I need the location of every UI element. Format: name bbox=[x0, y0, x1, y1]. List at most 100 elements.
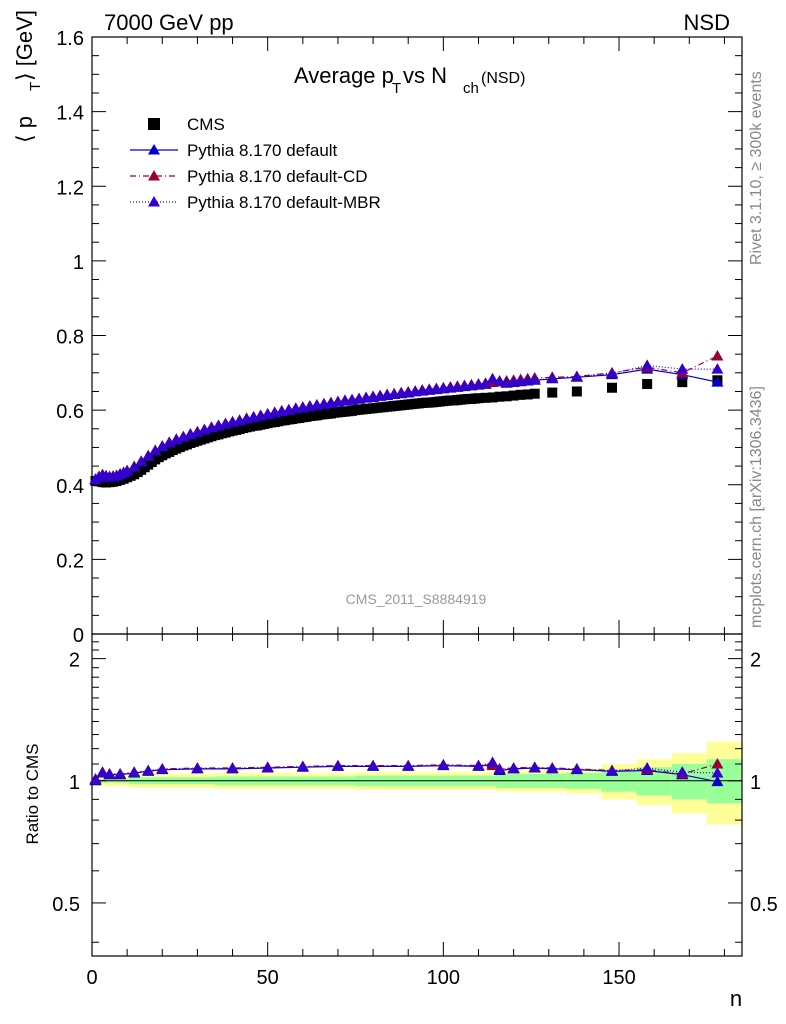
y-tick-label-lower: 1 bbox=[69, 772, 80, 794]
cms-point bbox=[677, 377, 688, 388]
ratio-point bbox=[296, 760, 309, 772]
series-3 bbox=[89, 359, 724, 485]
uncertainty-band-inner bbox=[671, 763, 707, 800]
legend-label: CMS bbox=[187, 115, 225, 134]
pythia-point bbox=[128, 460, 141, 472]
ratio-point bbox=[156, 763, 169, 774]
y-tick-label-upper: 0.2 bbox=[56, 550, 84, 572]
y-tick-label-lower: 2 bbox=[69, 650, 80, 672]
upper-plot-area: 0 0.2 0.4 0.6 0.8 1 1.2 1.4 1.6 bbox=[56, 28, 743, 647]
ylabel-sub: T bbox=[27, 82, 44, 91]
title-tail: (NSD) bbox=[481, 70, 525, 87]
y-tick-label-lower-right: 0.5 bbox=[750, 894, 778, 916]
cms-point bbox=[607, 382, 617, 393]
y-tick-label-upper: 0.4 bbox=[56, 476, 84, 498]
legend-entry: Pythia 8.170 default bbox=[130, 141, 338, 160]
x-tick-label: 50 bbox=[257, 967, 279, 989]
y-tick-label-upper: 1.2 bbox=[56, 177, 84, 199]
ratio-point bbox=[128, 766, 141, 778]
title-sub-t: T bbox=[392, 80, 401, 97]
cms-point bbox=[642, 379, 653, 390]
pythia-point bbox=[142, 450, 155, 461]
ratio-point bbox=[493, 763, 506, 775]
legend: CMS Pythia 8.170 default Pythia 8.170 defa… bbox=[130, 115, 381, 212]
y-tick-label-lower-right: 1 bbox=[750, 772, 761, 794]
ratio-point bbox=[191, 762, 204, 774]
ratio-point bbox=[472, 759, 485, 771]
pythia-point bbox=[156, 440, 169, 451]
series-line bbox=[95, 364, 718, 480]
ratio-point bbox=[570, 763, 583, 774]
y-tick-label-upper: 0.6 bbox=[56, 401, 84, 423]
ratio-point bbox=[486, 756, 499, 767]
pythia-point bbox=[676, 363, 689, 374]
x-tick-label: 100 bbox=[427, 967, 460, 989]
legend-marker bbox=[148, 196, 160, 207]
legend-label: Pythia 8.170 default-CD bbox=[187, 167, 368, 186]
ylabel-left: ⟨ p bbox=[12, 116, 37, 143]
pythia-point bbox=[641, 359, 654, 370]
y-axis-label-lower: Ratio to CMS bbox=[23, 743, 42, 844]
chart-title: Average p T vs N ch (NSD) bbox=[294, 63, 525, 97]
x-tick-label: 0 bbox=[86, 967, 97, 989]
cms-point bbox=[571, 386, 582, 397]
pythia-point bbox=[493, 375, 506, 386]
title-mid: vs N bbox=[403, 63, 447, 88]
cms-point bbox=[529, 388, 540, 399]
ratio-point bbox=[606, 764, 618, 776]
pythia-point bbox=[163, 436, 176, 448]
cms-point bbox=[494, 391, 505, 402]
ratio-point bbox=[142, 765, 155, 776]
ratio-point bbox=[437, 759, 450, 770]
ratio-point bbox=[114, 768, 127, 779]
ratio-point bbox=[331, 760, 344, 771]
y-tick-label-upper: 0.8 bbox=[56, 327, 84, 349]
cms-point bbox=[501, 391, 512, 402]
y-tick-label-lower-right: 2 bbox=[750, 650, 761, 672]
cms-point bbox=[487, 392, 498, 403]
legend-entry: Pythia 8.170 default-CD bbox=[130, 167, 368, 186]
y-tick-label-upper: 1 bbox=[73, 252, 84, 274]
title-main: Average p bbox=[294, 63, 394, 88]
pythia-point bbox=[711, 376, 724, 387]
pythia-point bbox=[149, 444, 162, 456]
ratio-point bbox=[711, 767, 724, 778]
ratio-series-2 bbox=[89, 756, 724, 785]
series-line bbox=[95, 368, 718, 481]
y-tick-label-lower: 0.5 bbox=[52, 894, 80, 916]
ratio-point bbox=[367, 760, 380, 771]
ratio-point bbox=[103, 768, 116, 779]
series-1 bbox=[89, 363, 724, 485]
x-axis-label: n bbox=[730, 986, 742, 1011]
pythia-point bbox=[121, 464, 134, 476]
ratio-point bbox=[711, 757, 724, 769]
legend-marker bbox=[148, 170, 160, 181]
ratio-point bbox=[261, 761, 274, 773]
cms-point bbox=[508, 390, 519, 401]
legend-label: Pythia 8.170 default bbox=[187, 141, 338, 160]
pythia-point bbox=[135, 455, 148, 467]
y-tick-label-upper: 1.4 bbox=[56, 103, 84, 125]
pythia-point bbox=[486, 372, 499, 384]
ratio-point bbox=[676, 766, 689, 777]
cms-point bbox=[480, 392, 491, 403]
series-line bbox=[95, 355, 718, 480]
cms-point bbox=[515, 389, 526, 400]
legend-entry: Pythia 8.170 default-MBR bbox=[130, 193, 381, 212]
pythia-point bbox=[546, 372, 559, 383]
cms-point bbox=[547, 387, 558, 398]
x-tick-label: 150 bbox=[602, 967, 635, 989]
legend-marker bbox=[148, 118, 160, 130]
ratio-point bbox=[402, 760, 415, 771]
series-2 bbox=[89, 350, 724, 484]
legend-marker bbox=[148, 144, 160, 155]
cms-point bbox=[473, 393, 484, 404]
pythia-point bbox=[711, 363, 724, 374]
y-tick-label-upper: 0 bbox=[73, 625, 84, 647]
process-label: NSD bbox=[684, 10, 730, 35]
lower-plot-area: 0 50 100 150 0.5 0.5 1 1 2 2 bbox=[52, 633, 778, 989]
cms-point bbox=[522, 389, 533, 400]
ratio-point bbox=[89, 773, 102, 785]
ratio-point bbox=[528, 761, 541, 773]
pythia-point bbox=[528, 373, 541, 385]
